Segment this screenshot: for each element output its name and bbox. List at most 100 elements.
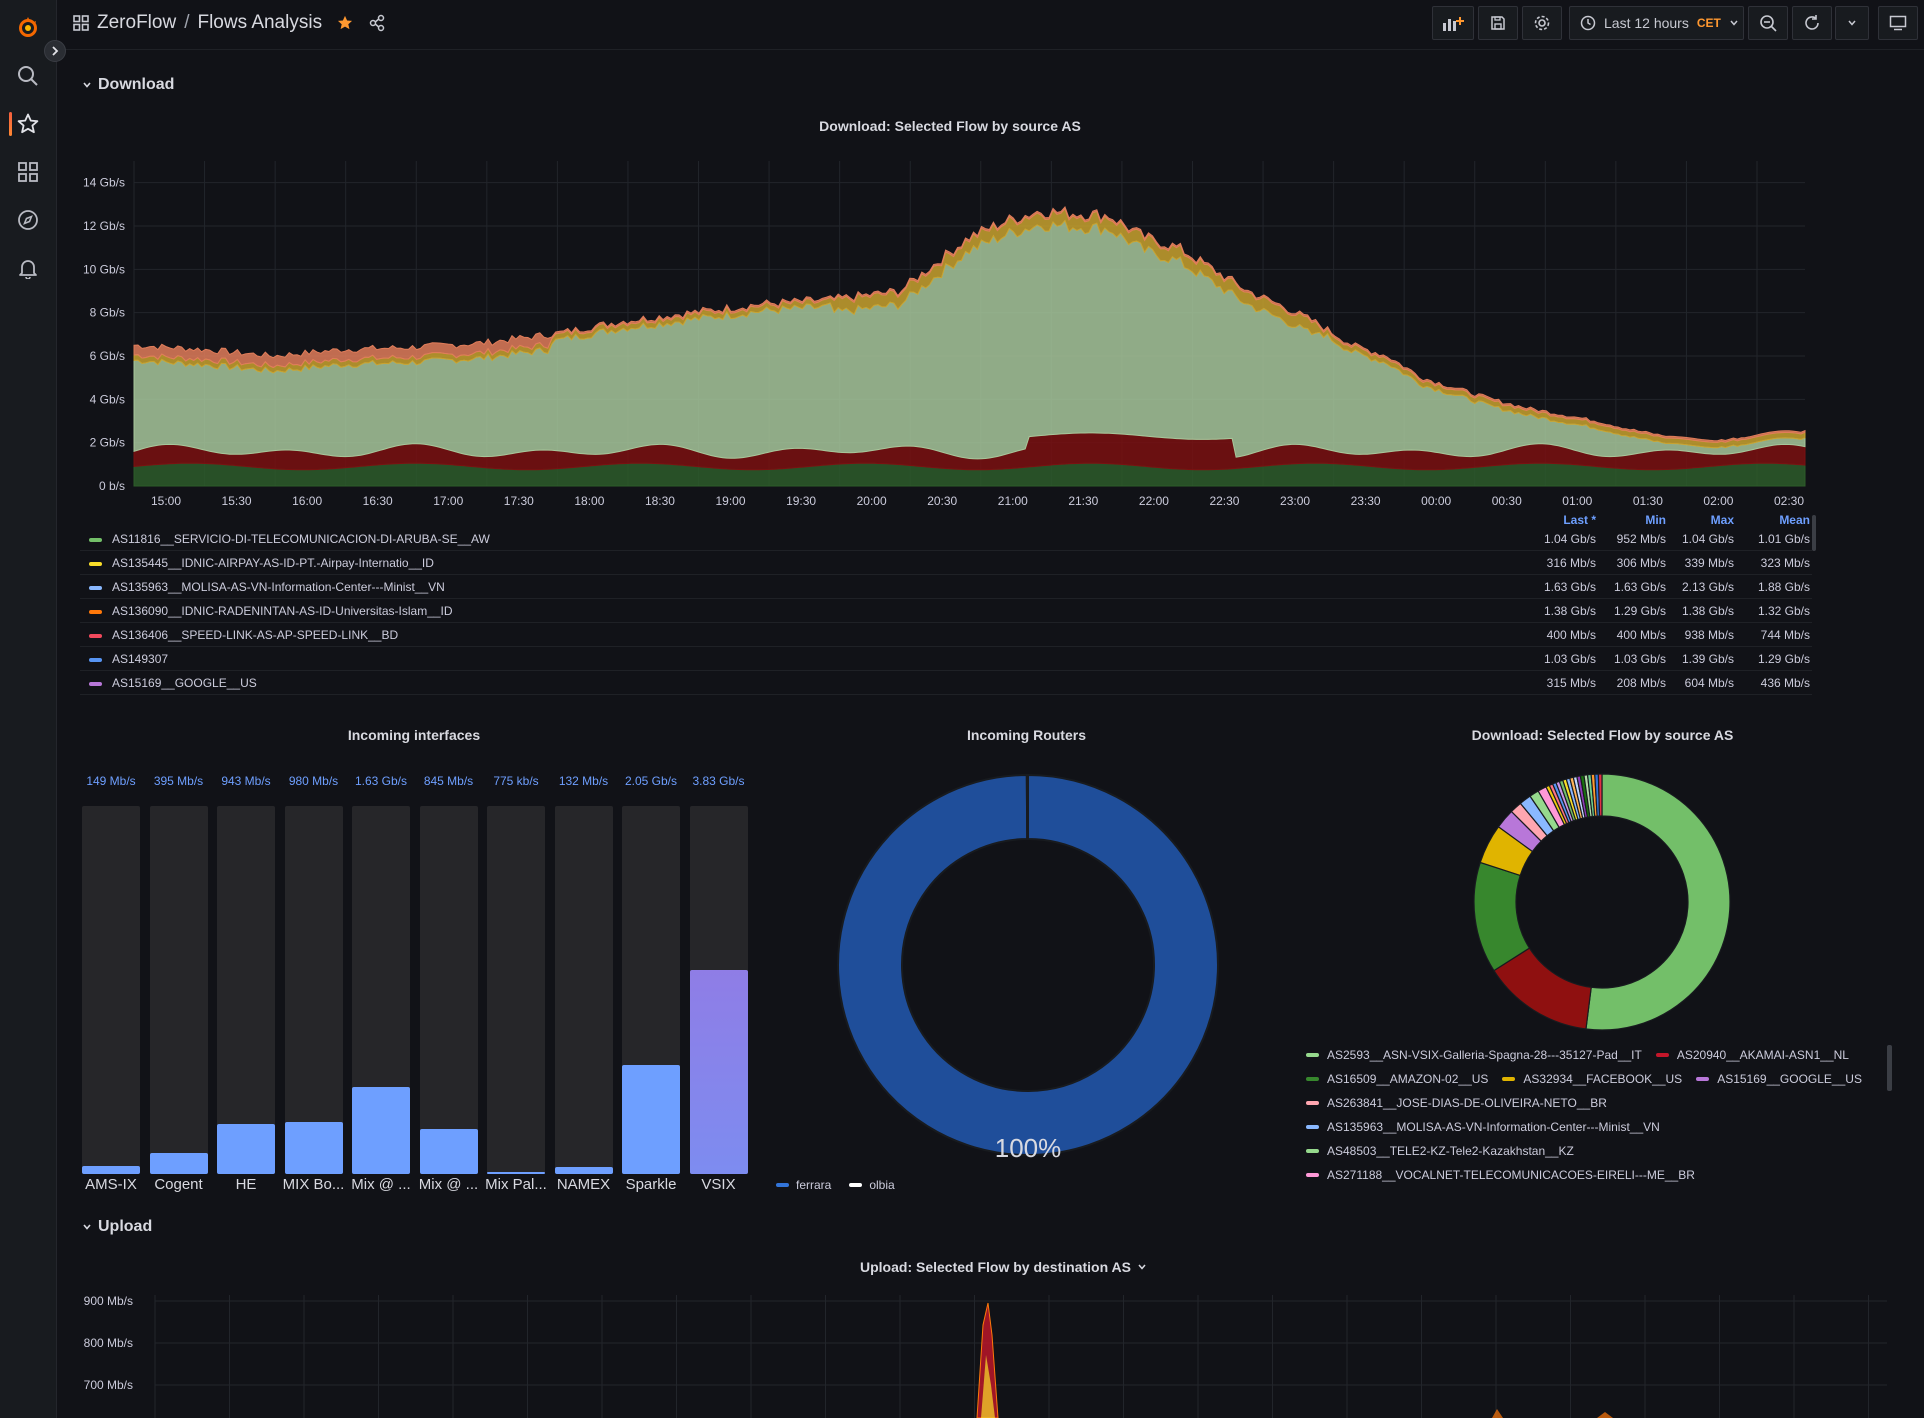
zoom-out-button[interactable]	[1748, 6, 1788, 40]
bar-gauge-fill	[217, 1123, 275, 1174]
share-icon[interactable]	[368, 14, 386, 32]
legend-value-max: 339 Mb/s	[1684, 556, 1734, 570]
legend-item[interactable]: AS2593__ASN-VSIX-Galleria-Spagna-28---35…	[1306, 1048, 1642, 1062]
legend-series-name: AS149307	[112, 652, 169, 666]
x-tick-label: 00:00	[1421, 494, 1451, 508]
side-menu	[0, 0, 57, 1418]
y-tick-label: 2 Gb/s	[90, 436, 125, 450]
bar-gauge-cell[interactable]	[554, 806, 613, 1174]
legend-item[interactable]: ferrara	[776, 1178, 831, 1192]
legend-series-name: AS135445__IDNIC-AIRPAY-AS-ID-PT.-Airpay-…	[112, 556, 434, 570]
legend-swatch	[89, 586, 102, 590]
star-icon[interactable]	[14, 110, 42, 138]
legend-value-mean: 1.88 Gb/s	[1757, 580, 1810, 594]
legend-value-min: 1.03 Gb/s	[1613, 652, 1666, 666]
legend-swatch	[89, 538, 102, 542]
donut-slice[interactable]	[1597, 773, 1603, 817]
legend-item[interactable]: AS20940__AKAMAI-ASN1__NL	[1655, 1048, 1849, 1062]
bar-gauge-cell[interactable]	[419, 806, 478, 1174]
bar-gauge-cell[interactable]	[352, 806, 410, 1174]
bar-category-label: Mix @ ...	[351, 1176, 411, 1193]
legend-row[interactable]: AS135963__MOLISA-AS-VN-Information-Cente…	[80, 575, 1812, 599]
compass-icon[interactable]	[14, 206, 42, 234]
refresh-button[interactable]	[1792, 6, 1832, 40]
time-picker-button[interactable]: Last 12 hours CET	[1569, 6, 1744, 40]
legend-row[interactable]: AS136406__SPEED-LINK-AS-AP-SPEED-LINK__B…	[80, 623, 1812, 647]
bell-icon[interactable]	[14, 254, 42, 282]
legend-row[interactable]: AS15169__GOOGLE__US 315 Mb/s 208 Mb/s 604 M…	[80, 671, 1812, 695]
row-download[interactable]: Download	[82, 76, 174, 94]
y-tick-label: 700 Mb/s	[84, 1378, 133, 1392]
download-timeseries-chart[interactable]: 0 b/s 2 Gb/s 4 Gb/s 6 Gb/s 8 Gb/s 10 Gb/s 12 G…	[57, 140, 1817, 520]
bar-gauge-fill	[689, 969, 748, 1174]
x-tick-label: 15:30	[222, 494, 252, 508]
active-indicator	[9, 112, 12, 136]
pie-legend-scrollbar[interactable]	[1887, 1045, 1892, 1091]
legend-item[interactable]: AS271188__VOCALNET-TELECOMUNICACOES-EIRE…	[1306, 1168, 1695, 1182]
legend-item[interactable]: AS32934__FACEBOOK__US	[1502, 1072, 1682, 1086]
timeseries-panel-title[interactable]: Download: Selected Flow by source AS	[819, 118, 1081, 134]
add-panel-button[interactable]	[1432, 6, 1474, 40]
legend-series-name: AS15169__GOOGLE__US	[112, 676, 257, 690]
legend-item[interactable]: AS48503__TELE2-KZ-Tele2-Kazakhstan__KZ	[1306, 1144, 1574, 1158]
donut-slice[interactable]	[1585, 773, 1731, 1031]
y-tick-label: 0 b/s	[99, 479, 125, 493]
legend-item[interactable]: AS16509__AMAZON-02__US	[1306, 1072, 1488, 1086]
legend-item[interactable]: olbia	[849, 1178, 895, 1192]
tv-mode-button[interactable]	[1878, 6, 1918, 40]
star-icon[interactable]	[336, 14, 354, 32]
row-upload[interactable]: Upload	[82, 1218, 152, 1236]
bar-gauge-cell[interactable]	[487, 806, 545, 1174]
x-tick-label: 20:00	[857, 494, 887, 508]
legend-swatch	[89, 658, 102, 662]
legend-header-min[interactable]: Min	[1645, 513, 1666, 527]
interfaces-panel-title[interactable]: Incoming interfaces	[347, 727, 481, 743]
legend-header-mean[interactable]: Mean	[1779, 513, 1810, 527]
routers-donut-chart[interactable]: 100%	[800, 760, 1260, 1190]
bar-gauge-cell[interactable]	[82, 806, 140, 1174]
bar-gauge-cell[interactable]	[284, 806, 343, 1174]
legend-item[interactable]: AS15169__GOOGLE__US	[1696, 1072, 1862, 1086]
search-icon[interactable]	[14, 62, 42, 90]
legend-scrollbar[interactable]	[1812, 515, 1816, 551]
legend-header-last[interactable]: Last *	[1563, 513, 1596, 527]
bar-gauge-fill	[622, 1064, 680, 1174]
legend-value-min: 1.29 Gb/s	[1613, 604, 1666, 618]
bar-gauge-cell[interactable]	[149, 806, 208, 1174]
source-as-donut-chart[interactable]	[1460, 766, 1750, 1036]
expand-menu-button[interactable]	[44, 40, 66, 62]
breadcrumb: ZeroFlow / Flows Analysis	[73, 12, 386, 34]
bar-gauge-cell[interactable]	[622, 806, 680, 1174]
legend-row[interactable]: AS149307 1.03 Gb/s 1.03 Gb/s 1.39 Gb/s 1.29 …	[80, 647, 1812, 671]
donut-slice[interactable]	[837, 773, 1220, 1156]
upload-panel-title-label: Upload: Selected Flow by destination AS	[860, 1259, 1131, 1275]
upload-timeseries-chart[interactable]: 700 Mb/s 800 Mb/s 900 Mb/s	[57, 1285, 1897, 1418]
refresh-interval-dropdown[interactable]	[1835, 6, 1869, 40]
upload-panel-title[interactable]: Upload: Selected Flow by destination AS	[860, 1259, 1147, 1275]
bar-gauge-cell[interactable]	[217, 806, 275, 1174]
legend-header-max[interactable]: Max	[1710, 513, 1734, 527]
x-tick-label: 02:00	[1703, 494, 1733, 508]
save-dashboard-button[interactable]	[1478, 6, 1518, 40]
legend-item[interactable]: AS263841__JOSE-DIAS-DE-OLIVEIRA-NETO__BR	[1306, 1096, 1607, 1110]
bar-gauge-fill	[352, 1087, 410, 1174]
legend-row[interactable]: AS136090__IDNIC-RADENINTAN-AS-ID-Univers…	[80, 599, 1812, 623]
folder-link[interactable]: ZeroFlow	[97, 12, 177, 33]
bar-category-label: Cogent	[154, 1176, 203, 1193]
dashboard-settings-button[interactable]	[1522, 6, 1562, 40]
legend-item[interactable]: AS135963__MOLISA-AS-VN-Information-Cente…	[1306, 1120, 1660, 1134]
y-tick-label: 14 Gb/s	[83, 176, 125, 190]
bar-value-label: 845 Mb/s	[423, 774, 474, 788]
bar-gauge-cell[interactable]	[689, 806, 748, 1174]
donut-slice[interactable]	[1025, 773, 1029, 841]
legend-row[interactable]: AS11816__SERVICIO-DI-TELECOMUNICACION-DI…	[80, 527, 1812, 551]
dashboard-title[interactable]: Flows Analysis	[197, 12, 323, 33]
chevron-down-icon	[1138, 1264, 1146, 1270]
apps-icon[interactable]	[14, 158, 42, 186]
source-as-pie-title[interactable]: Download: Selected Flow by source AS	[1471, 727, 1734, 743]
routers-panel-title[interactable]: Incoming Routers	[966, 727, 1086, 743]
grafana-logo-icon[interactable]	[14, 13, 42, 41]
legend-row[interactable]: AS135445__IDNIC-AIRPAY-AS-ID-PT.-Airpay-…	[80, 551, 1812, 575]
refresh-icon	[1805, 15, 1819, 30]
legend-value-min: 400 Mb/s	[1616, 628, 1666, 642]
